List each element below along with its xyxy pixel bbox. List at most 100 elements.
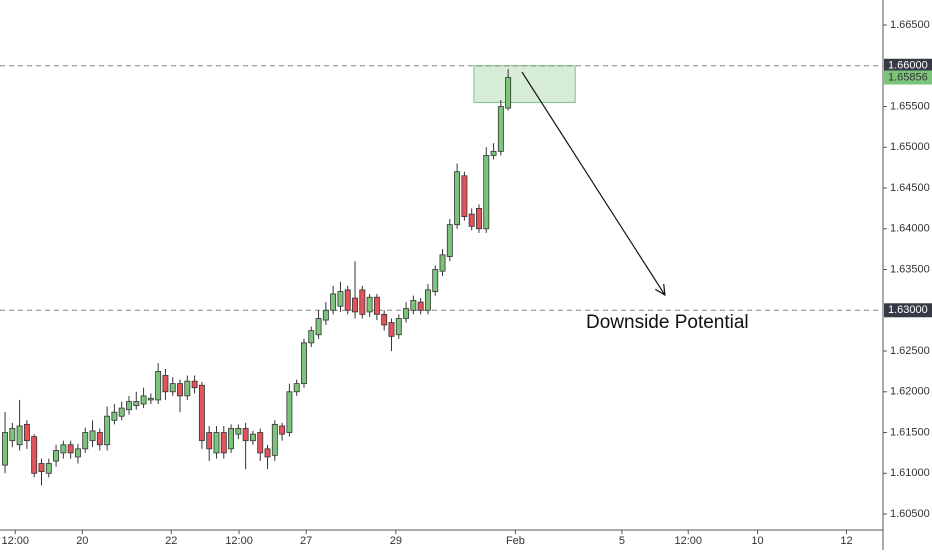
candle-body bbox=[286, 391, 293, 433]
level-label-box bbox=[884, 303, 932, 318]
x-tick-label: Feb bbox=[506, 535, 525, 547]
candle-body bbox=[505, 77, 512, 109]
candle-body bbox=[162, 375, 169, 393]
candle-body bbox=[16, 425, 23, 446]
level-label: 1.63000 bbox=[888, 304, 928, 316]
x-tick-label: 12:00 bbox=[225, 535, 253, 547]
candle-body bbox=[169, 383, 176, 393]
candle-body bbox=[497, 106, 504, 152]
candle-body bbox=[366, 296, 373, 313]
last-price-label: 1.65856 bbox=[888, 71, 928, 83]
x-tick-label: 22 bbox=[165, 535, 177, 547]
candle-body bbox=[476, 207, 482, 230]
candle-body bbox=[352, 297, 358, 313]
candle-body bbox=[213, 432, 220, 454]
x-tick-label: 10 bbox=[751, 535, 763, 547]
candle-body bbox=[9, 428, 16, 442]
candle-body bbox=[228, 428, 235, 450]
x-tick-label: 12:00 bbox=[674, 535, 702, 547]
candle-body bbox=[344, 289, 351, 311]
candle-body bbox=[424, 289, 431, 311]
candle-body bbox=[381, 313, 388, 326]
candle-body bbox=[490, 150, 497, 156]
y-tick-label: 1.62500 bbox=[890, 345, 930, 357]
candle-body bbox=[31, 436, 38, 474]
candle-body bbox=[242, 428, 249, 442]
y-tick-label: 1.63500 bbox=[890, 263, 930, 275]
candle-body bbox=[74, 448, 81, 458]
y-tick-label: 1.65000 bbox=[890, 141, 930, 153]
annotation: Downside Potential bbox=[586, 312, 749, 333]
x-tick-label: 27 bbox=[300, 535, 312, 547]
candle-body bbox=[140, 395, 147, 405]
candle-body bbox=[330, 293, 337, 311]
y-tick-label: 1.61000 bbox=[890, 467, 930, 479]
candle-body bbox=[89, 430, 96, 442]
candle-body bbox=[308, 330, 315, 344]
level-label-box bbox=[884, 58, 932, 73]
candle-body bbox=[206, 432, 213, 450]
candle-body bbox=[446, 224, 453, 257]
candle-body bbox=[315, 318, 322, 336]
x-tick-label: 20 bbox=[76, 535, 88, 547]
candle-body bbox=[301, 342, 307, 385]
candle-body bbox=[184, 380, 191, 397]
candle-body bbox=[67, 444, 74, 454]
candle-body bbox=[155, 370, 162, 401]
candle-body bbox=[322, 309, 329, 321]
candle-body bbox=[417, 301, 424, 311]
candle-body bbox=[118, 407, 125, 417]
candle-body bbox=[257, 432, 264, 454]
candle-body bbox=[133, 401, 140, 407]
candle-body bbox=[293, 383, 300, 393]
y-tick-label: 1.61500 bbox=[890, 426, 930, 438]
y-tick-label: 1.65500 bbox=[890, 100, 930, 112]
candle-body bbox=[38, 463, 45, 473]
y-tick-label: 1.64500 bbox=[890, 182, 930, 194]
x-tick-label: 29 bbox=[390, 535, 402, 547]
last-price-box bbox=[884, 70, 932, 85]
zone bbox=[473, 65, 576, 103]
candle-body bbox=[111, 411, 118, 421]
y-tick-label: 1.64000 bbox=[890, 223, 930, 235]
y-tick-label: 1.60500 bbox=[890, 508, 930, 520]
candle-body bbox=[82, 432, 89, 450]
candle-body bbox=[403, 308, 410, 319]
level-label: 1.66000 bbox=[888, 60, 928, 72]
candle-body bbox=[53, 450, 60, 462]
candle-body bbox=[432, 269, 439, 292]
candle-body bbox=[104, 415, 111, 446]
candle-body bbox=[439, 254, 446, 272]
y-tick-label: 1.66500 bbox=[890, 19, 930, 31]
y-tick-label: 1.62000 bbox=[890, 386, 930, 398]
candle-body bbox=[45, 463, 52, 474]
candle-body bbox=[461, 175, 468, 217]
x-tick-label: 5 bbox=[619, 535, 625, 547]
candle-body bbox=[126, 401, 132, 411]
candle-body bbox=[60, 444, 67, 454]
candle-body bbox=[198, 384, 205, 442]
x-tick-label: 12:00 bbox=[1, 535, 29, 547]
candle-body bbox=[483, 155, 490, 230]
candle-body bbox=[220, 432, 227, 454]
candle-body bbox=[191, 380, 198, 389]
candle-body bbox=[337, 291, 344, 307]
candle-body bbox=[23, 423, 30, 442]
candle-body bbox=[410, 300, 417, 311]
candle-body bbox=[249, 433, 256, 442]
candle-body bbox=[279, 425, 286, 435]
arrow bbox=[521, 71, 665, 295]
candle-body bbox=[235, 428, 242, 435]
candle-body bbox=[359, 289, 366, 315]
candle-body bbox=[388, 322, 395, 337]
candle-body bbox=[395, 318, 402, 336]
candle-body bbox=[177, 383, 183, 397]
candle-body bbox=[96, 432, 103, 446]
x-tick-label: 12 bbox=[840, 535, 852, 547]
candle-body bbox=[454, 171, 461, 226]
candle-body bbox=[468, 213, 475, 227]
candle-body bbox=[147, 397, 154, 401]
candle-body bbox=[271, 423, 278, 456]
candle-body bbox=[264, 448, 271, 458]
